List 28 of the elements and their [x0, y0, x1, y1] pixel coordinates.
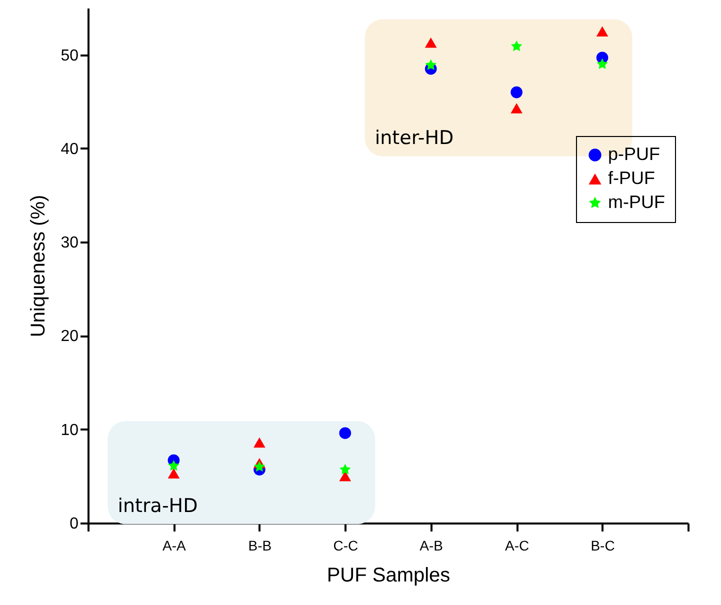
point: [425, 59, 436, 70]
annotation: intra-HD: [118, 495, 198, 518]
x-tick-label: A-B: [420, 538, 444, 554]
point: [510, 86, 522, 98]
x-tick-label: A-C: [505, 538, 530, 554]
point: [340, 464, 351, 474]
y-axis-title: Uniqueness (%): [28, 194, 50, 338]
point: [596, 58, 608, 69]
y-tick-label: 40: [60, 140, 79, 158]
point: [254, 460, 266, 472]
legend-label: p-PUF: [608, 144, 660, 164]
x-tick-label: B-B: [248, 538, 272, 554]
x-tick-label: A-A: [162, 538, 187, 554]
y-tick-label: 20: [60, 328, 79, 346]
legend-label: f-PUF: [608, 168, 655, 188]
x-tick-label: C-C: [333, 538, 358, 554]
y-tick-label: 10: [60, 422, 79, 439]
annotation: inter-HD: [374, 127, 454, 150]
y-tick-label: 30: [60, 234, 79, 252]
point: [168, 468, 180, 478]
point: [510, 40, 522, 52]
y-tick-label: 50: [60, 47, 79, 64]
y-tick-label: 0: [70, 516, 79, 532]
point: [339, 427, 352, 440]
point: [168, 460, 180, 471]
x-axis-title: PUF Samples: [326, 564, 450, 586]
legend-label: m-PUF: [608, 192, 665, 212]
x-tick-label: B-C: [590, 538, 615, 554]
